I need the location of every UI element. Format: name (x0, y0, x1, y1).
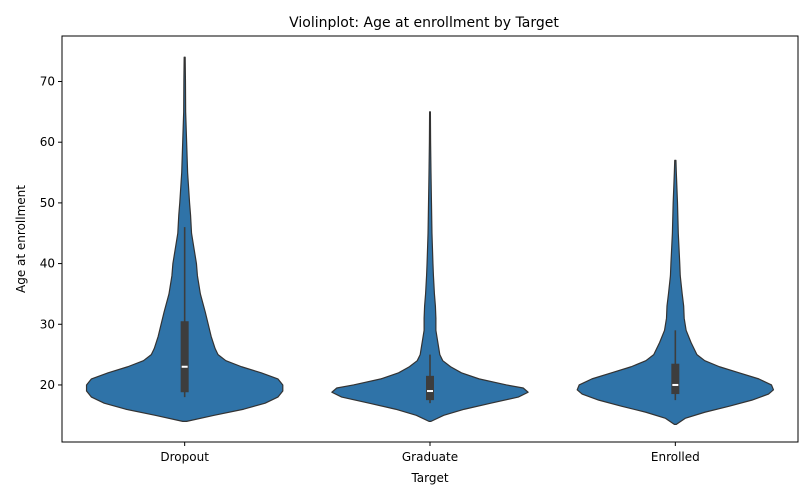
y-tick-label: 20 (40, 378, 55, 392)
x-tick-label-graduate: Graduate (402, 450, 458, 464)
violin-graduate (331, 111, 529, 422)
y-tick-label: 40 (40, 257, 55, 271)
x-tick-label-dropout: Dropout (160, 450, 209, 464)
x-axis-label: Target (410, 471, 448, 485)
iqr-box-enrolled (671, 363, 680, 395)
x-axis: Dropout Graduate Enrolled (160, 442, 700, 464)
y-axis: 20 30 40 50 60 70 (40, 75, 62, 392)
iqr-box-graduate (426, 375, 434, 401)
y-tick-label: 60 (40, 135, 55, 149)
violin-enrolled (576, 159, 775, 426)
y-tick-label: 70 (40, 75, 55, 89)
y-tick-label: 50 (40, 196, 55, 210)
y-axis-label: Age at enrollment (14, 185, 28, 293)
chart-title: Violinplot: Age at enrollment by Target (289, 15, 559, 31)
iqr-box-dropout (180, 321, 189, 393)
plot-area (85, 56, 775, 426)
y-tick-label: 30 (40, 317, 55, 331)
x-tick-label-enrolled: Enrolled (651, 450, 700, 464)
